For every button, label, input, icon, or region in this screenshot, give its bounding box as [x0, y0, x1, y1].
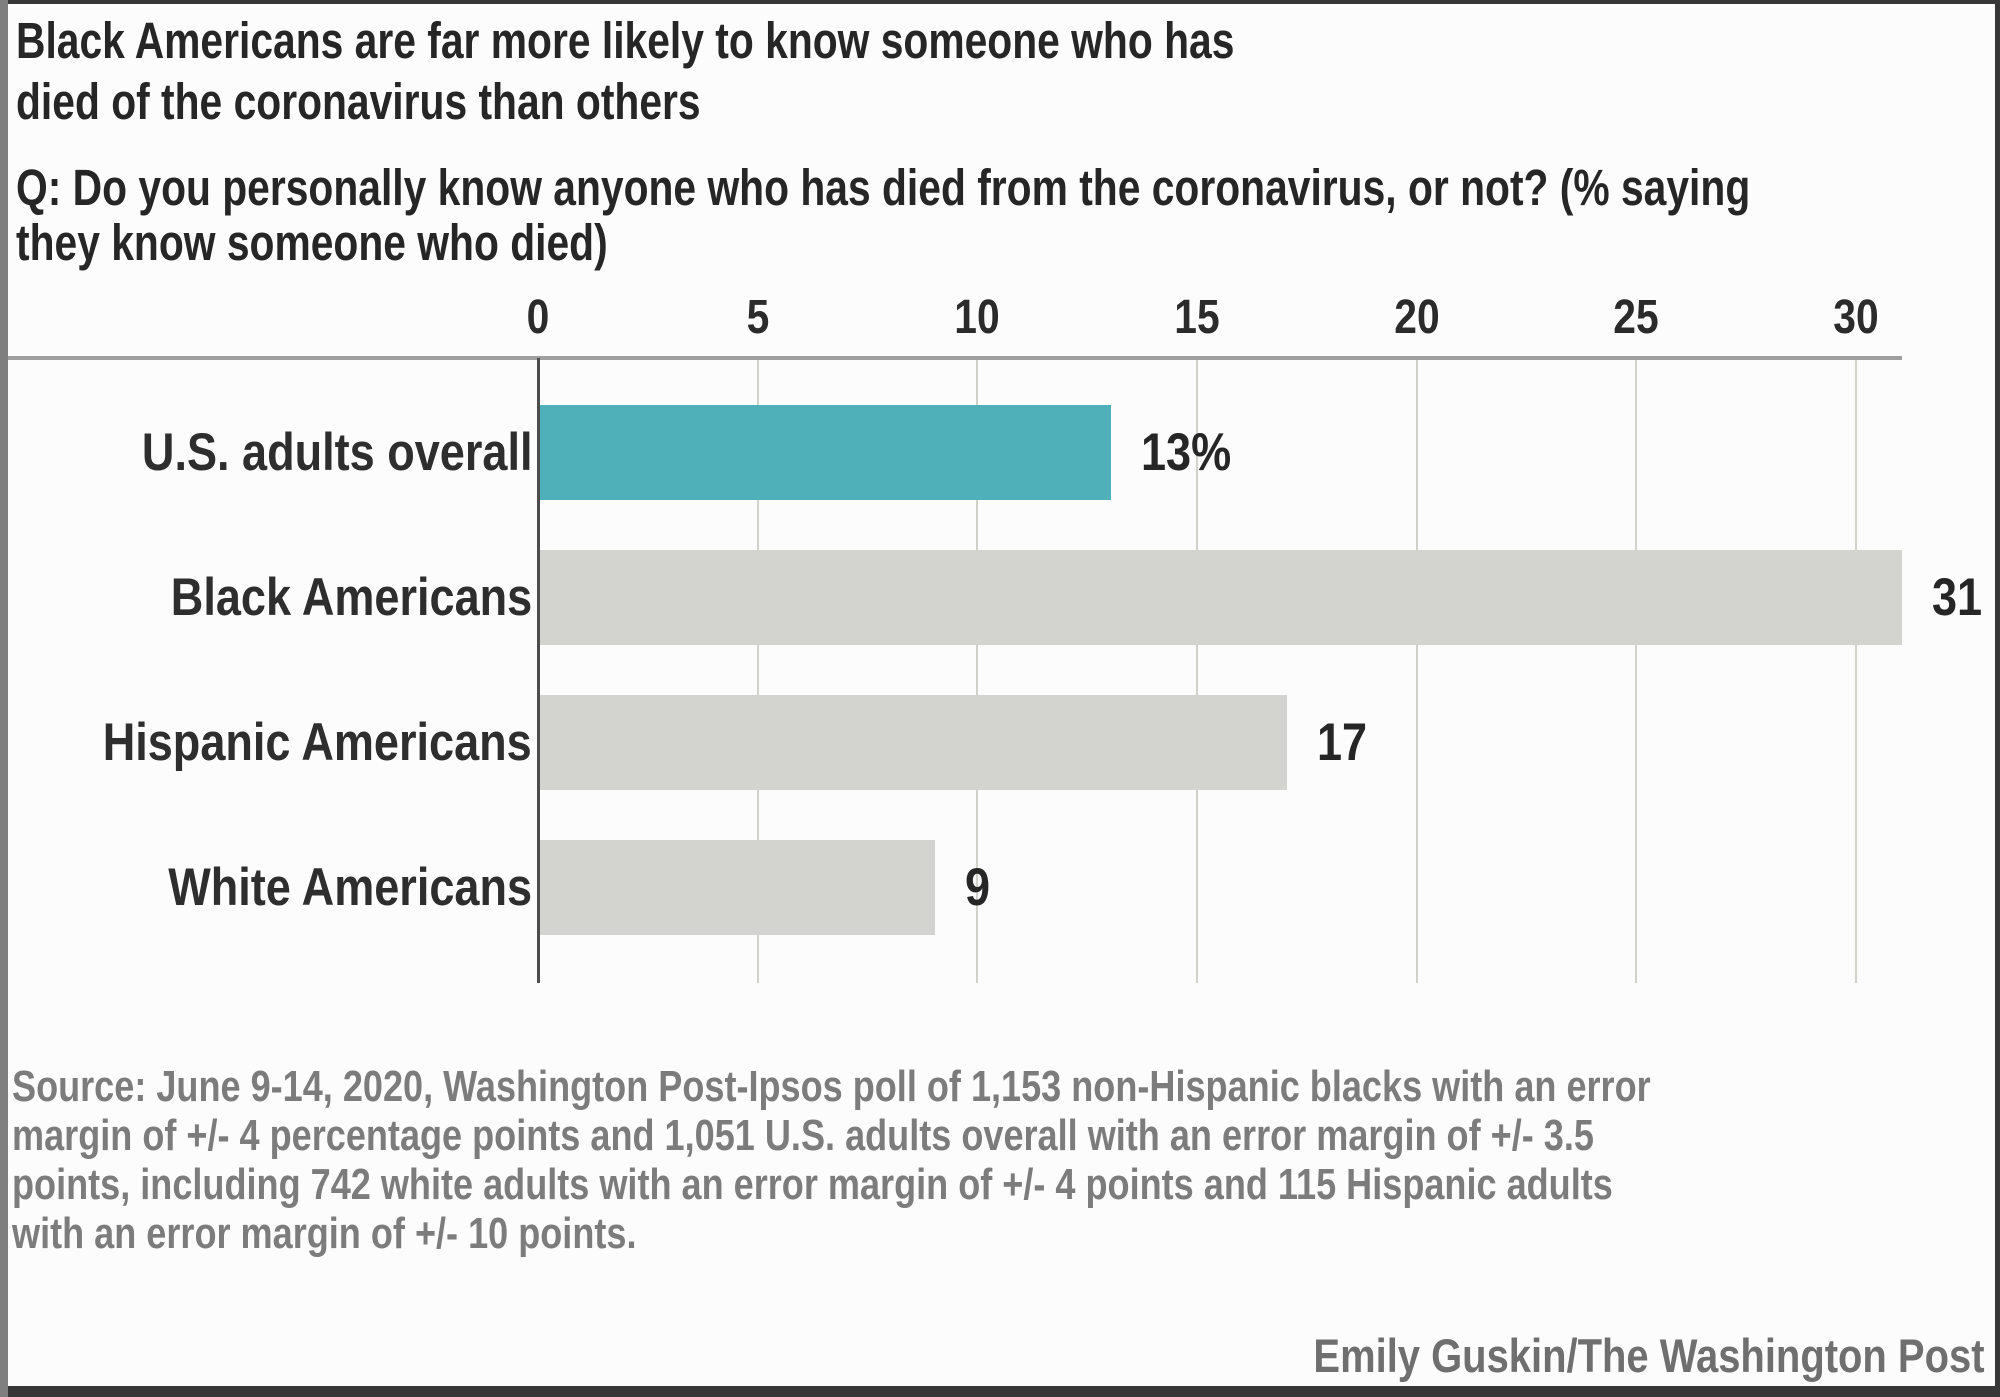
x-axis-tick: 10 [954, 291, 1000, 344]
value-label: 17 [1316, 713, 1367, 772]
source-line: Source: June 9-14, 2020, Washington Post… [12, 1062, 1651, 1111]
value-label: 13% [1141, 423, 1232, 482]
gridline [976, 360, 979, 983]
frame-border-left [0, 0, 8, 1397]
x-axis-tick: 0 [526, 291, 550, 344]
gridline [1635, 360, 1638, 983]
category-label: Hispanic Americans [103, 713, 532, 772]
bar [540, 550, 1902, 645]
title-line: Black Americans are far more likely to k… [16, 12, 1235, 69]
x-axis-tick: 25 [1613, 291, 1659, 344]
question-line: Q: Do you personally know anyone who has… [16, 159, 1751, 216]
bar [540, 695, 1287, 790]
title-line: died of the coronavirus than others [16, 73, 701, 130]
gridline [1195, 360, 1198, 983]
value-label: 9 [965, 858, 991, 917]
category-label: Black Americans [170, 568, 532, 627]
source-line: with an error margin of +/- 10 points. [12, 1209, 637, 1258]
source-note: Source: June 9-14, 2020, Washington Post… [12, 1062, 1651, 1258]
frame-border-top [0, 0, 2000, 4]
axis-separator-line [8, 356, 1902, 360]
bar [540, 840, 936, 935]
chart-title: Black Americans are far more likely to k… [16, 10, 1234, 132]
gridline [756, 360, 759, 983]
category-label: U.S. adults overall [141, 423, 532, 482]
value-label: 31 [1931, 568, 1982, 627]
question-line: they know someone who died) [16, 214, 608, 271]
x-axis-tick: 20 [1393, 291, 1440, 344]
x-axis-tick: 30 [1833, 291, 1879, 344]
bar [540, 405, 1112, 500]
category-label: White Americans [168, 858, 532, 917]
x-axis-tick: 15 [1174, 291, 1220, 344]
chart-question: Q: Do you personally know anyone who has… [16, 160, 1750, 270]
source-line: margin of +/- 4 percentage points and 1,… [12, 1111, 1594, 1160]
frame-border-right [1995, 0, 2000, 1397]
gridline [1415, 360, 1418, 983]
x-axis-tick: 5 [746, 291, 769, 344]
source-line: points, including 742 white adults with … [12, 1160, 1613, 1209]
frame-border-bottom [0, 1386, 2000, 1397]
zero-baseline [537, 358, 540, 983]
credit-byline: Emily Guskin/The Washington Post [1312, 1329, 1984, 1382]
gridline [1854, 360, 1857, 983]
